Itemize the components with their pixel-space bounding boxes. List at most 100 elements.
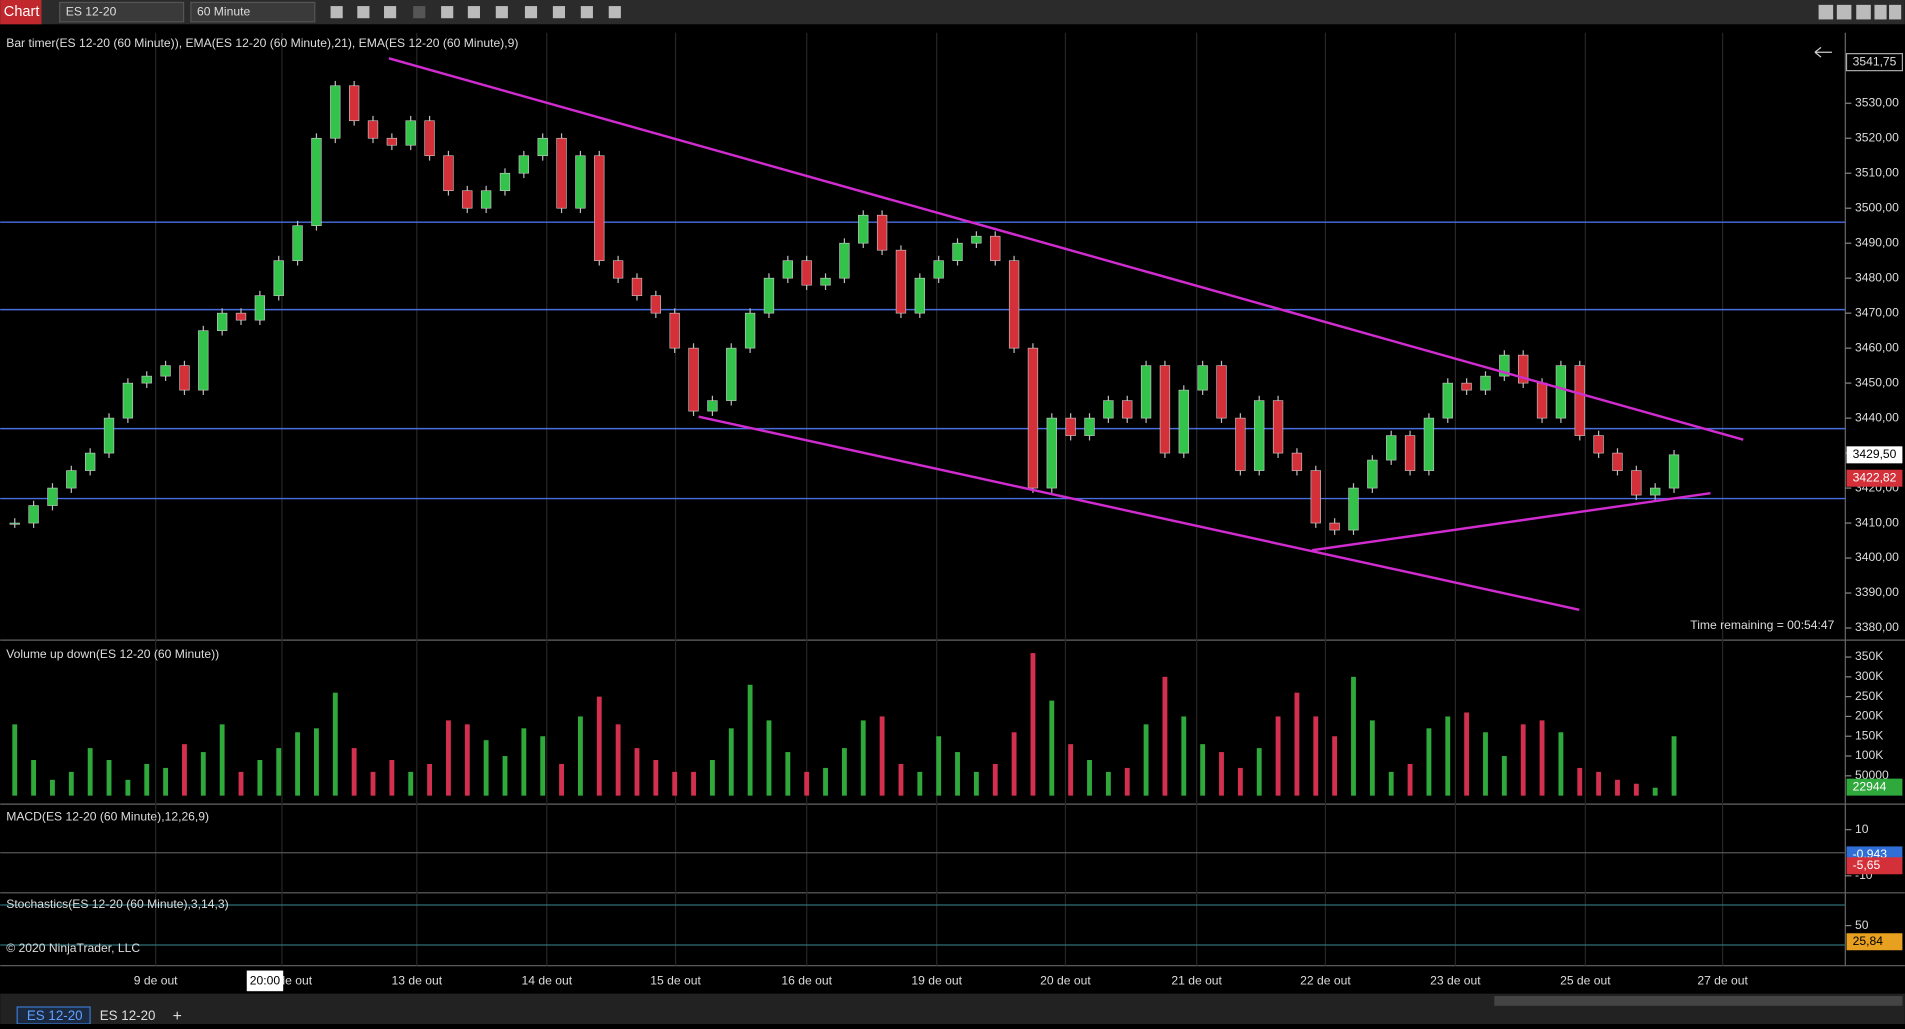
candle [1291, 452, 1303, 471]
y-tick-label: 3390,00 [1855, 585, 1899, 599]
last-price: 3429,50 [1853, 447, 1897, 461]
volume-bar [1068, 744, 1074, 796]
scrollbar[interactable] [1494, 996, 1903, 1006]
volume-bar [559, 763, 564, 796]
tab[interactable]: ES 12-20 [100, 1008, 156, 1023]
volume-bar [898, 763, 904, 796]
ema-price: 3422,82 [1853, 470, 1897, 484]
candle [1235, 417, 1246, 471]
volume-bar [464, 724, 470, 796]
volume-bar [955, 752, 960, 796]
volume-bar [653, 759, 659, 796]
date-label: 9 de out [134, 974, 178, 988]
volume-bar [68, 771, 74, 796]
date-label: 13 de out [392, 974, 443, 988]
volume-bar [1313, 716, 1319, 796]
date-label: 16 de out [781, 974, 832, 988]
volume-current-box [1846, 778, 1903, 796]
y-tick-label: 3480,00 [1855, 270, 1899, 284]
candle [1348, 487, 1359, 531]
volume-bar [785, 752, 791, 796]
interval: 60 Minute [197, 4, 251, 18]
volume-bar [408, 771, 414, 796]
candle [556, 137, 567, 209]
instrument-select[interactable] [59, 1, 185, 23]
volume-bar [144, 763, 150, 796]
y-tick-label: 100K [1855, 748, 1883, 762]
trend-lines[interactable] [388, 57, 1744, 611]
candle [216, 312, 228, 331]
volume-bar [879, 716, 885, 796]
volume-bar [1049, 700, 1055, 796]
date-label: 23 de out [1430, 974, 1481, 988]
date-label: 14 de out [521, 974, 572, 988]
macd-pane-title: MACD(ES 12-20 (60 Minute),12,26,9) [6, 810, 209, 824]
volume-bar [1577, 767, 1583, 796]
candle [122, 382, 134, 419]
x-axis: 9 de out 10 de out 20:00 13 de out 14 de… [134, 970, 1749, 992]
volume-bar [12, 724, 18, 796]
toolbar-icons[interactable] [330, 4, 1902, 20]
interval-select[interactable] [190, 1, 316, 23]
candle [1197, 365, 1208, 391]
date-label: 19 de out [911, 974, 962, 988]
top-price: 3541,75 [1853, 54, 1897, 68]
volume-bar [804, 771, 810, 796]
volume-bar [125, 779, 131, 796]
stoch-pane-title: Stochastics(ES 12-20 (60 Minute),3,14,3) [6, 897, 228, 911]
candle [424, 120, 435, 157]
volume-bar [483, 740, 489, 796]
volume-bar [106, 759, 112, 796]
date-label: 21 de out [1171, 974, 1222, 988]
candle [292, 225, 303, 261]
y-tick-label: 50 [1855, 918, 1869, 932]
candle [1555, 365, 1567, 419]
volume-bar [1087, 759, 1092, 796]
volume-bar [31, 759, 37, 796]
add-tab[interactable]: + [173, 1008, 182, 1025]
volume-bar [314, 728, 319, 796]
volume-bar [427, 763, 432, 796]
volume-bar [1105, 771, 1111, 796]
date-label: 25 de out [1560, 974, 1611, 988]
volume-bar [540, 736, 546, 796]
candle [575, 155, 586, 209]
volume-bar [1351, 676, 1356, 796]
candle [386, 137, 398, 146]
volume-bar [445, 720, 451, 796]
volume-bar [200, 752, 206, 796]
candle [971, 235, 982, 244]
candle [443, 155, 454, 192]
volume-bar [992, 763, 998, 796]
volume-bar [1143, 724, 1149, 796]
candle [1518, 354, 1529, 384]
volume-bar [841, 748, 847, 796]
candle [1178, 389, 1189, 454]
candle [914, 277, 925, 314]
volume-bar [1464, 712, 1470, 796]
last-price-box [1846, 446, 1903, 464]
volume-bar [766, 720, 772, 796]
candle [1480, 375, 1491, 391]
date-label: 22 de out [1300, 974, 1351, 988]
top-price-box [1845, 53, 1904, 72]
stoch-value: 25,84 [1853, 934, 1884, 948]
volume-bar [87, 748, 93, 796]
candle [594, 155, 605, 261]
chart-tab[interactable] [0, 0, 42, 25]
volume-bar [1124, 767, 1130, 796]
volume-pane-title: Volume up down(ES 12-20 (60 Minute)) [6, 647, 219, 661]
candle [782, 260, 793, 279]
back-arrow[interactable] [1814, 46, 1832, 58]
candle [1329, 522, 1340, 531]
y-tick-label: 3520,00 [1855, 130, 1899, 144]
volume-bar [973, 771, 979, 796]
volume-bar [1615, 779, 1620, 796]
volume-bar [1520, 724, 1526, 796]
candle [1027, 347, 1039, 489]
volume-bar [1369, 720, 1375, 796]
volume-bar [1671, 736, 1677, 796]
volume-bar [351, 748, 357, 796]
instrument: ES 12-20 [66, 4, 117, 18]
candle [952, 242, 963, 261]
